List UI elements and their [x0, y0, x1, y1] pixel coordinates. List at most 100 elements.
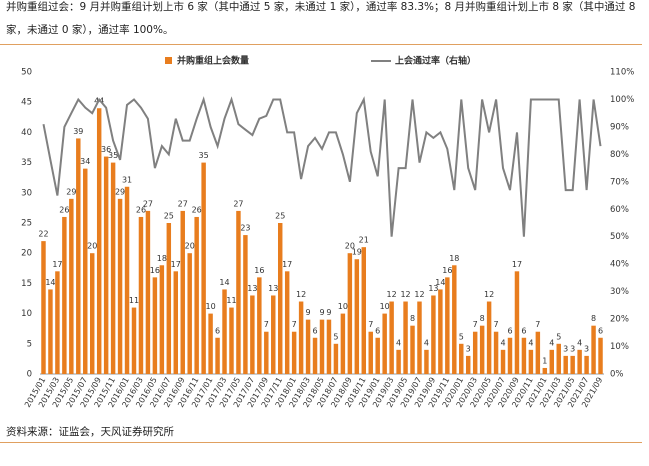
bar [48, 289, 53, 374]
data-label: 5 [556, 332, 561, 341]
y2-tick-label: 10% [610, 342, 629, 352]
data-label: 20 [345, 242, 355, 251]
data-label: 7 [264, 320, 269, 329]
data-label: 7 [494, 320, 499, 329]
bar [145, 210, 151, 374]
data-label: 31 [122, 175, 132, 184]
data-label: 19 [352, 248, 362, 257]
bar [319, 319, 325, 374]
bar [577, 349, 582, 374]
data-label: 3 [584, 344, 589, 353]
bar [166, 223, 172, 374]
bar [465, 355, 471, 374]
y-tick-label: 40 [21, 128, 32, 138]
bar [542, 367, 548, 374]
y2-tick-label: 110% [610, 68, 634, 78]
data-label: 22 [38, 230, 48, 239]
data-label: 7 [473, 320, 478, 329]
data-label: 11 [226, 296, 236, 305]
bar [243, 235, 248, 374]
data-label: 3 [563, 344, 568, 353]
bar [514, 271, 520, 374]
bar [375, 337, 380, 374]
bar [291, 331, 297, 374]
data-label: 16 [254, 266, 264, 275]
y2-tick-label: 50% [610, 232, 629, 242]
bar [570, 355, 575, 374]
legend-swatch [165, 57, 172, 64]
bar [347, 253, 353, 374]
data-label: 13 [247, 284, 257, 293]
bar [96, 108, 102, 375]
bar [591, 325, 596, 374]
bar [556, 343, 561, 374]
bar [500, 349, 506, 374]
bar [110, 162, 116, 374]
bar [382, 313, 387, 374]
data-label: 6 [375, 326, 380, 335]
data-label: 6 [312, 326, 317, 335]
rule [0, 442, 642, 443]
bar [549, 349, 555, 374]
bar [264, 331, 269, 374]
y-tick-label: 30 [21, 188, 32, 198]
bar [69, 198, 74, 374]
bar [257, 277, 262, 374]
data-label: 29 [115, 187, 125, 196]
y-tick-label: 0 [27, 370, 32, 380]
y2-tick-label: 40% [610, 260, 629, 270]
bar [229, 307, 234, 374]
bar [333, 343, 339, 374]
bar [284, 271, 290, 374]
data-label: 10 [205, 302, 215, 311]
bar [180, 210, 185, 374]
bar [305, 319, 311, 374]
data-label: 35 [199, 151, 209, 160]
bar [222, 289, 227, 374]
data-label: 7 [535, 320, 540, 329]
bar [89, 253, 95, 374]
y-tick-label: 15 [21, 279, 32, 289]
bar [208, 313, 213, 374]
bar [389, 301, 394, 374]
note: 并购重组过会：9 月并购重组计划上市 6 家（其中通过 5 家，未通过 1 家）… [6, 1, 636, 36]
data-label: 7 [368, 320, 373, 329]
data-label: 8 [410, 314, 415, 323]
data-label: 14 [435, 278, 445, 287]
bar [403, 301, 408, 374]
bar [396, 349, 401, 374]
bar [326, 319, 332, 374]
data-label: 3 [466, 344, 471, 353]
source: 资料来源：证监会，天风证券研究所 [6, 426, 174, 438]
y2-tick-label: 80% [610, 150, 629, 160]
bar [528, 349, 534, 374]
bar [277, 223, 283, 374]
data-label: 26 [192, 205, 202, 214]
bar [535, 331, 541, 374]
data-label: 20 [185, 242, 195, 251]
bar [598, 337, 603, 374]
data-label: 27 [143, 199, 153, 208]
data-label: 21 [359, 236, 369, 245]
bar [340, 313, 346, 374]
bar [250, 295, 255, 374]
y2-tick-label: 60% [610, 205, 629, 215]
bar [312, 337, 318, 374]
data-label: 4 [424, 338, 429, 347]
bar [417, 301, 422, 374]
data-label: 25 [164, 212, 174, 221]
data-label: 14 [45, 278, 55, 287]
data-label: 17 [282, 260, 292, 269]
y2-tick-label: 20% [610, 315, 629, 325]
bar [201, 162, 206, 374]
line [42, 96, 602, 237]
y-tick-label: 50 [21, 68, 32, 78]
bar [152, 277, 158, 374]
data-label: 13 [428, 284, 438, 293]
y2-tick-label: 0% [610, 370, 624, 380]
bar [424, 349, 429, 374]
y-tick-label: 35 [21, 158, 32, 168]
data-label: 12 [400, 290, 410, 299]
data-label: 4 [549, 338, 554, 347]
data-label: 7 [292, 320, 297, 329]
